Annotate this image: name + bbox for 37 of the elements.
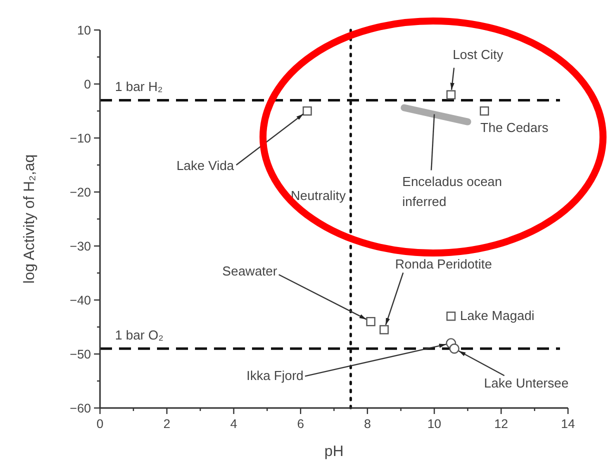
x-tick-label: 0 <box>96 417 104 431</box>
annotation: Lake Vida <box>176 158 235 173</box>
y-tick-label: −30 <box>70 240 92 254</box>
annotation: Lake Untersee <box>484 376 569 391</box>
point <box>366 317 376 326</box>
x-tick-label: 14 <box>561 417 575 431</box>
annotation: Enceladus ocean inferred <box>402 174 502 210</box>
x-axis-title: pH <box>324 443 344 460</box>
annotation: The Cedars <box>480 120 549 135</box>
ref-line-label: Neutrality <box>290 188 346 203</box>
y-tick-label: −40 <box>70 294 92 308</box>
point <box>480 106 490 116</box>
point <box>446 90 456 100</box>
x-tick-label: 8 <box>364 417 371 431</box>
annotation: Ronda Peridotite <box>395 256 492 272</box>
point <box>449 344 460 354</box>
ref-line-label: 1 bar O₂ <box>115 328 164 343</box>
y-tick-label: −10 <box>70 132 92 146</box>
annotation: Seawater <box>222 264 278 279</box>
point <box>380 325 389 334</box>
y-tick-label: −20 <box>70 186 92 200</box>
x-tick-label: 4 <box>230 417 238 431</box>
y-tick-label: 10 <box>77 24 92 38</box>
y-axis-title: log Activity of H₂,aq <box>21 154 38 284</box>
annotation: Lake Magadi <box>460 308 535 324</box>
x-tick-label: 2 <box>163 417 170 431</box>
ref-line-label: 1 bar H₂ <box>115 79 163 94</box>
x-tick-label: 6 <box>297 417 304 431</box>
y-tick-label: −50 <box>70 348 92 362</box>
y-tick-label: 0 <box>84 78 92 92</box>
annotation: Lost City <box>452 46 504 62</box>
point <box>302 106 312 116</box>
x-tick-label: 12 <box>494 417 508 431</box>
y-tick-label: −60 <box>70 402 92 416</box>
x-tick-label: 10 <box>427 417 442 431</box>
point <box>446 312 456 321</box>
annotation: Ikka Fjord <box>246 368 304 384</box>
